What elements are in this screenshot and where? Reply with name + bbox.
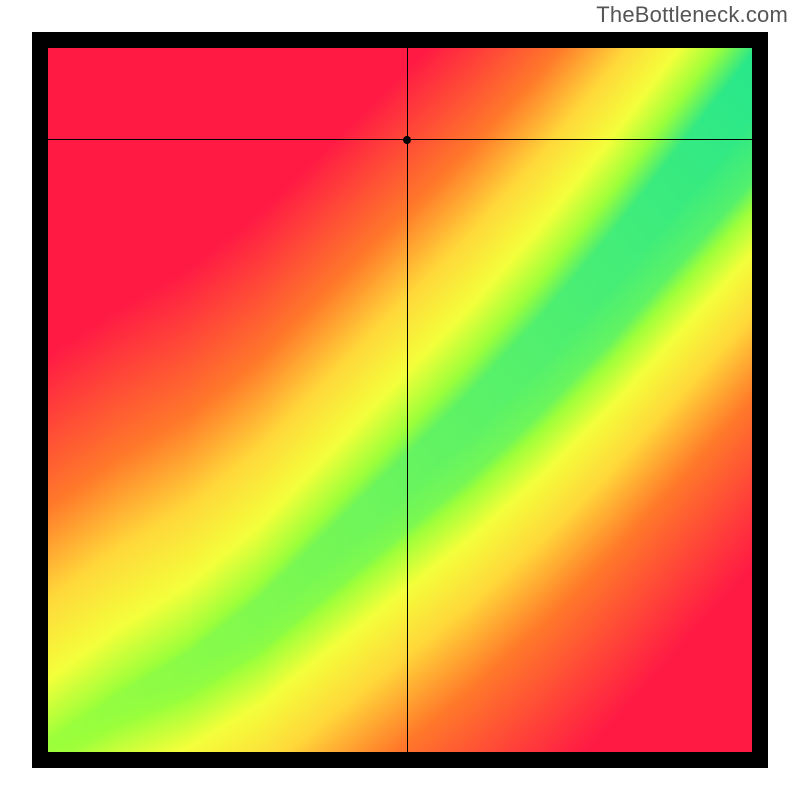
crosshair-horizontal bbox=[48, 139, 752, 140]
crosshair-dot bbox=[403, 136, 411, 144]
chart-container: TheBottleneck.com bbox=[0, 0, 800, 800]
crosshair-vertical bbox=[407, 48, 408, 752]
watermark-text: TheBottleneck.com bbox=[596, 2, 788, 28]
plot-border bbox=[32, 32, 768, 768]
